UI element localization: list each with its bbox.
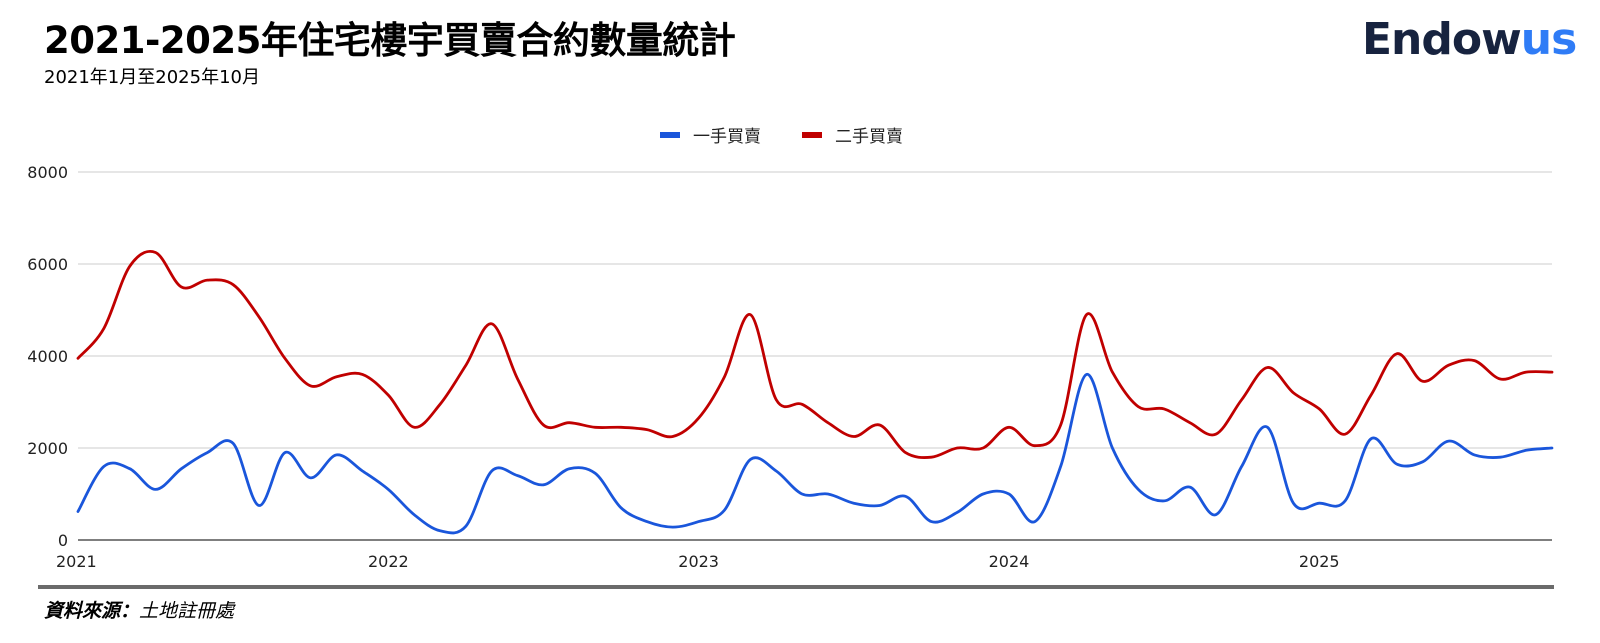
y-tick-label: 4000 (27, 347, 68, 366)
x-axis-ticks: 2021 2022 2023 2024 2025 (56, 552, 1340, 571)
y-tick-label: 2000 (27, 439, 68, 458)
legend-label: 二手買賣 (835, 127, 903, 147)
x-tick-label: 2021 (56, 552, 97, 571)
y-axis-ticks: 0 2000 4000 6000 8000 (27, 163, 68, 550)
footer-divider (38, 585, 1554, 589)
legend-swatch (802, 132, 822, 138)
source-label: 資料來源： (44, 600, 140, 622)
y-tick-label: 6000 (27, 255, 68, 274)
x-tick-label: 2024 (989, 552, 1030, 571)
logo-accent: us (1520, 14, 1578, 65)
x-tick-label: 2025 (1299, 552, 1340, 571)
chart-subtitle: 2021年1月至2025年10月 (44, 67, 260, 88)
line-chart: 0 2000 4000 6000 8000 2021 2022 2023 2024 2025 一… (27, 127, 1554, 571)
y-tick-label: 0 (58, 531, 68, 550)
legend-swatch (660, 132, 680, 138)
chart-title: 2021-2025年住宅樓宇買賣合約數量統計 (44, 19, 736, 62)
legend-label: 一手買賣 (693, 127, 761, 147)
series-line-1 (76, 373, 1554, 535)
legend: 一手買賣 二手買賣 (660, 127, 903, 147)
series-line-2 (76, 250, 1554, 459)
x-tick-label: 2023 (678, 552, 719, 571)
source-note: 資料來源：土地註冊處 (44, 596, 234, 623)
source-value: 土地註冊處 (139, 600, 235, 622)
grid-lines (78, 171, 1552, 541)
logo-main: Endow (1362, 14, 1522, 65)
endowus-logo: Endowus (1362, 14, 1578, 65)
series-lines (76, 250, 1554, 535)
y-tick-label: 8000 (27, 163, 68, 182)
x-tick-label: 2022 (368, 552, 409, 571)
